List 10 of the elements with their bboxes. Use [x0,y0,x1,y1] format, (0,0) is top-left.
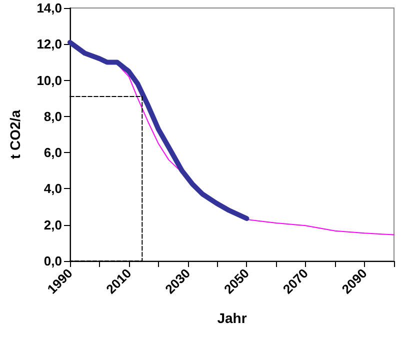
y-tick-label: 8,0 [44,108,62,124]
y-tick-label: 14,0 [36,0,62,16]
y-tick-label: 4,0 [44,181,62,196]
x-axis-title: Jahr [217,310,248,326]
y-tick-label: 6,0 [44,145,62,160]
y-tick-label: 2,0 [44,217,62,232]
y-tick-label: 0,0 [44,254,62,268]
y-tick-label: 12,0 [36,36,62,52]
y-tick-label: 10,0 [36,72,62,88]
y-axis-title: t CO2/a [7,110,23,160]
